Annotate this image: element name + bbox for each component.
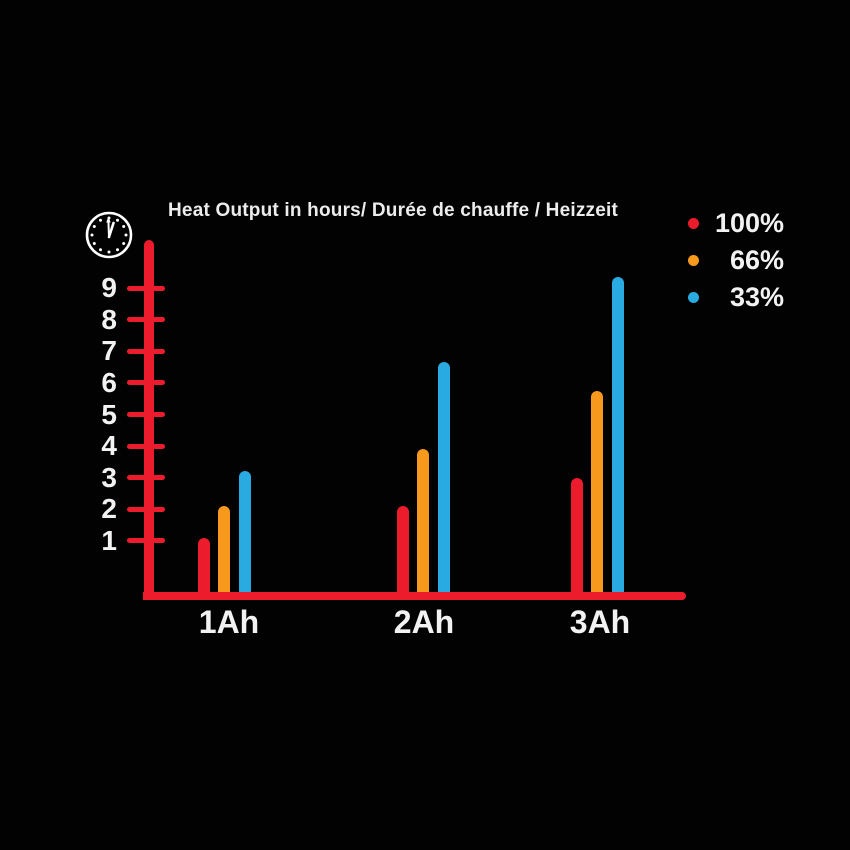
y-tick-label-9: 9 (101, 272, 117, 304)
y-axis (143, 240, 154, 600)
legend-item-66pct: 66% (688, 242, 784, 279)
chart-title: Heat Output in hours/ Durée de chauffe /… (168, 200, 619, 221)
legend-label: 66% (729, 245, 784, 275)
y-tick-8 (127, 317, 165, 323)
legend-item-33pct: 33% (688, 279, 784, 316)
y-tick-label-3: 3 (101, 461, 117, 493)
legend-label: 100% (714, 208, 784, 238)
legend-blue-dot-icon (688, 292, 699, 303)
bar-2Ah-33% (438, 362, 450, 598)
y-tick-label-8: 8 (101, 303, 117, 335)
bar-2Ah-100% (397, 506, 409, 598)
y-tick-7 (127, 348, 165, 354)
y-tick-3 (127, 475, 165, 481)
y-tick-label-7: 7 (101, 335, 117, 367)
bar-3Ah-33% (612, 277, 624, 598)
y-tick-label-5: 5 (101, 398, 117, 430)
y-tick-9 (127, 285, 165, 291)
y-tick-6 (127, 380, 165, 386)
legend-label: 33% (729, 282, 784, 312)
legend-orange-dot-icon (688, 255, 699, 266)
y-tick-label-2: 2 (101, 493, 117, 525)
x-label-2Ah: 2Ah (393, 604, 455, 640)
y-tick-5 (127, 412, 165, 417)
x-label-3Ah: 3Ah (569, 604, 631, 640)
y-tick-label-4: 4 (101, 430, 117, 462)
x-axis (143, 591, 686, 600)
legend: 100% 66% 33% (688, 205, 784, 316)
bar-1Ah-33% (239, 471, 251, 598)
legend-item-100pct: 100% (688, 205, 784, 242)
bar-1Ah-66% (218, 506, 230, 598)
y-tick-label-1: 1 (101, 524, 117, 556)
bar-3Ah-100% (571, 477, 583, 598)
clock-icon (85, 211, 133, 259)
y-tick-2 (127, 506, 165, 512)
bar-1Ah-100% (198, 537, 210, 598)
y-tick-label-6: 6 (101, 366, 117, 398)
legend-red-dot-icon (688, 218, 699, 229)
bar-3Ah-66% (591, 390, 603, 598)
x-label-1Ah: 1Ah (198, 604, 260, 640)
bar-2Ah-66% (417, 449, 429, 598)
y-tick-4 (127, 443, 165, 449)
y-tick-1 (127, 538, 165, 544)
